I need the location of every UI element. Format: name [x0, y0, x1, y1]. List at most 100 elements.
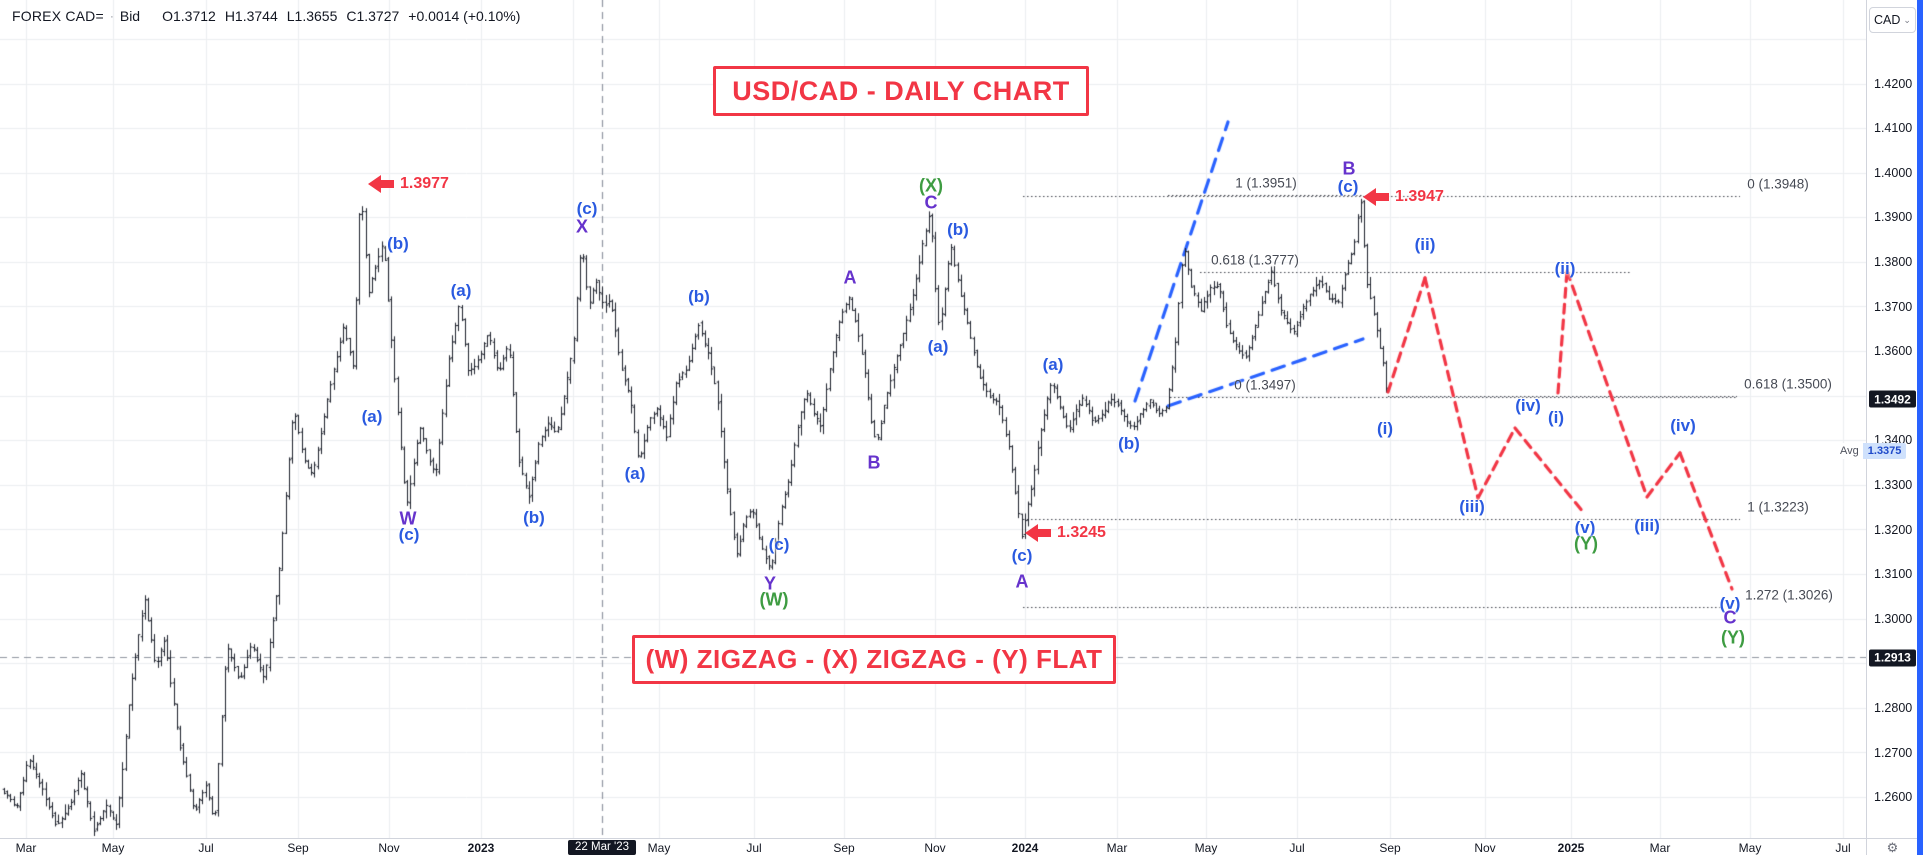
window-edge-strip [1917, 0, 1923, 855]
price-tick-label: 1.3800 [1874, 254, 1913, 269]
legend-separator: · [109, 9, 114, 23]
elliott-wave-label: B [867, 452, 881, 473]
elliott-wave-label: (ii) [1414, 235, 1436, 254]
price-tick-label: 1.3200 [1874, 522, 1913, 537]
time-tick-label: Mar [1649, 841, 1671, 855]
price-tick-label: 1.4000 [1874, 165, 1913, 180]
elliott-wave-label: (b) [387, 234, 409, 253]
elliott-wave-label: (W) [759, 589, 789, 610]
elliott-wave-label: (a) [624, 464, 646, 483]
price-tick-label: 1.3900 [1874, 210, 1913, 225]
crosshair-date-badge: 22 Mar '23 [568, 840, 636, 855]
axis-settings-corner[interactable]: ⚙ [1866, 838, 1918, 855]
symbol-name: FOREX CAD= [12, 8, 104, 24]
chevron-down-icon: ⌄ [1903, 14, 1911, 25]
fib-level-label: 0 (1.3497) [1234, 377, 1296, 393]
elliott-wave-label: (Y) [1721, 627, 1745, 648]
time-tick-label: May [101, 841, 125, 855]
time-tick-label: Jul [198, 841, 214, 855]
price-tick-label: 1.4100 [1874, 121, 1913, 136]
time-tick-label: Sep [833, 841, 855, 855]
price-tick-label: 1.4200 [1874, 76, 1913, 91]
gear-icon[interactable]: ⚙ [1886, 839, 1899, 855]
time-tick-label: Nov [378, 841, 400, 855]
low-value: L1.3655 [286, 8, 338, 24]
elliott-wave-label: (a) [361, 407, 383, 426]
elliott-wave-label: B [1342, 158, 1356, 179]
last-price-badge: 1.3492 [1869, 390, 1916, 408]
fib-level-label: 0.618 (1.3500) [1744, 376, 1832, 392]
fib-level-label: 1 (1.3951) [1235, 175, 1297, 191]
price-axis[interactable]: 1.4200 1.4100 1.4000 1.3900 1.3800 1.3700 1.36… [1866, 0, 1918, 855]
time-tick-label: May [647, 841, 671, 855]
time-tick-label: Mar [1106, 841, 1128, 855]
price-tick-label: 1.2800 [1874, 700, 1913, 715]
price-arrow-annotation: 1.3947 [1363, 188, 1444, 206]
time-tick-label: 2023 [467, 841, 495, 855]
arrow-tail [1375, 193, 1389, 201]
time-tick-label: 2024 [1011, 841, 1039, 855]
time-tick-label: May [1194, 841, 1218, 855]
price-arrow-annotation: 1.3977 [368, 175, 449, 193]
price-tick-label: 1.3000 [1874, 611, 1913, 626]
elliott-wave-label: (iii) [1459, 497, 1485, 516]
arrow-left-icon [1025, 524, 1038, 542]
time-tick-label: Sep [287, 841, 309, 855]
fib-level-label: 0 (1.3948) [1747, 176, 1809, 192]
currency-label: CAD [1874, 13, 1901, 27]
elliott-wave-label: C [924, 192, 938, 213]
quote-type: Bid [119, 8, 141, 24]
elliott-wave-label: (iv) [1515, 396, 1541, 415]
arrow-price-text: 1.3245 [1057, 524, 1106, 541]
low-line-price-badge: 1.2913 [1869, 649, 1916, 666]
price-tick-label: 1.2600 [1874, 790, 1913, 805]
avg-badge-label: Avg [1836, 443, 1863, 460]
arrow-price-text: 1.3947 [1395, 188, 1444, 205]
elliott-wave-label: C [1723, 607, 1737, 628]
chart-title-annotation: USD/CAD - DAILY CHART [713, 66, 1089, 116]
time-tick-label: Jul [1289, 841, 1305, 855]
time-tick-label: Mar [15, 841, 37, 855]
elliott-wave-label: (c) [1011, 546, 1033, 565]
close-value: C1.3727 [346, 8, 400, 24]
elliott-wave-label: (v) [1574, 518, 1596, 537]
elliott-wave-label: (c) [768, 535, 790, 554]
high-value: H1.3744 [224, 8, 278, 24]
chart-legend: FOREX CAD= · Bid O1.3712 H1.3744 L1.3655… [12, 8, 520, 24]
price-tick-label: 1.2700 [1874, 745, 1913, 760]
elliott-wave-label: (b) [688, 287, 710, 306]
elliott-wave-label: X [575, 216, 589, 237]
wave-pattern-annotation: (W) ZIGZAG - (X) ZIGZAG - (Y) FLAT [632, 635, 1116, 684]
time-axis[interactable]: 22 Mar '23 Mar May Jul Sep Nov 2023 May Jul Sep N… [0, 838, 1866, 855]
elliott-wave-label: W [399, 508, 417, 529]
elliott-wave-label: Y [763, 573, 777, 594]
time-tick-label: Nov [1474, 841, 1496, 855]
wave-pattern-text: (W) ZIGZAG - (X) ZIGZAG - (Y) FLAT [645, 644, 1103, 674]
elliott-wave-label: (a) [927, 337, 949, 356]
open-value: O1.3712 [162, 8, 216, 24]
chart-title-text: USD/CAD - DAILY CHART [732, 75, 1070, 106]
price-tick-label: 1.3100 [1874, 567, 1913, 582]
time-tick-label: Nov [924, 841, 946, 855]
time-tick-label: Jul [1835, 841, 1851, 855]
fib-level-label: 1 (1.3223) [1747, 499, 1809, 515]
price-chart-canvas[interactable] [0, 0, 1866, 838]
elliott-wave-label: A [843, 267, 857, 288]
arrow-price-text: 1.3977 [400, 175, 449, 192]
elliott-wave-label: (a) [450, 281, 472, 300]
ohlc-values: O1.3712 H1.3744 L1.3655 C1.3727 +0.0014 … [162, 8, 520, 24]
currency-dropdown-button[interactable]: CAD ⌄ [1869, 7, 1916, 33]
elliott-wave-label: (c) [1337, 177, 1359, 196]
elliott-wave-label: (a) [1042, 355, 1064, 374]
elliott-wave-label: (c) [398, 525, 420, 544]
elliott-wave-label: (b) [947, 220, 969, 239]
time-tick-label: Sep [1379, 841, 1401, 855]
elliott-wave-label: (Y) [1574, 533, 1598, 554]
elliott-wave-label: (c) [576, 199, 598, 218]
elliott-wave-label: (b) [523, 508, 545, 527]
arrow-left-icon [1363, 188, 1376, 206]
price-tick-label: 1.3700 [1874, 299, 1913, 314]
arrow-left-icon [368, 175, 381, 193]
change-value: +0.0014 (+0.10%) [408, 8, 521, 24]
